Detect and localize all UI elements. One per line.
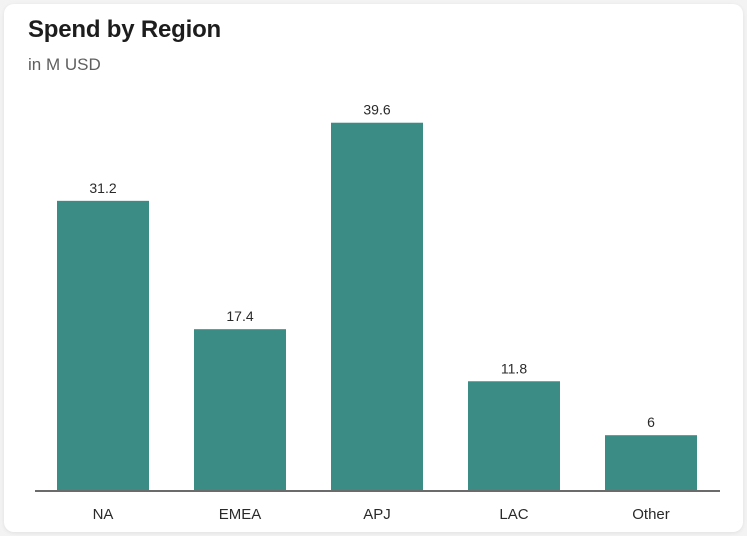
x-tick-label-na: NA xyxy=(93,506,114,523)
bar-lac xyxy=(468,381,560,491)
bar-na xyxy=(57,200,149,491)
data-label-apj: 39.6 xyxy=(363,102,390,118)
x-tick-label-emea: EMEA xyxy=(219,506,262,523)
bar-emea xyxy=(194,329,286,491)
data-label-other: 6 xyxy=(647,414,655,430)
x-tick-label-lac: LAC xyxy=(499,506,528,523)
x-tick-label-other: Other xyxy=(632,506,670,523)
x-tick-label-apj: APJ xyxy=(363,506,391,523)
chart-title: Spend by Region xyxy=(28,16,222,43)
bar-other xyxy=(605,435,697,491)
bar-apj xyxy=(331,122,423,491)
data-label-na: 31.2 xyxy=(89,180,116,196)
chart-subtitle: in M USD xyxy=(28,55,101,74)
data-label-lac: 11.8 xyxy=(501,360,527,376)
data-label-emea: 17.4 xyxy=(226,308,253,324)
